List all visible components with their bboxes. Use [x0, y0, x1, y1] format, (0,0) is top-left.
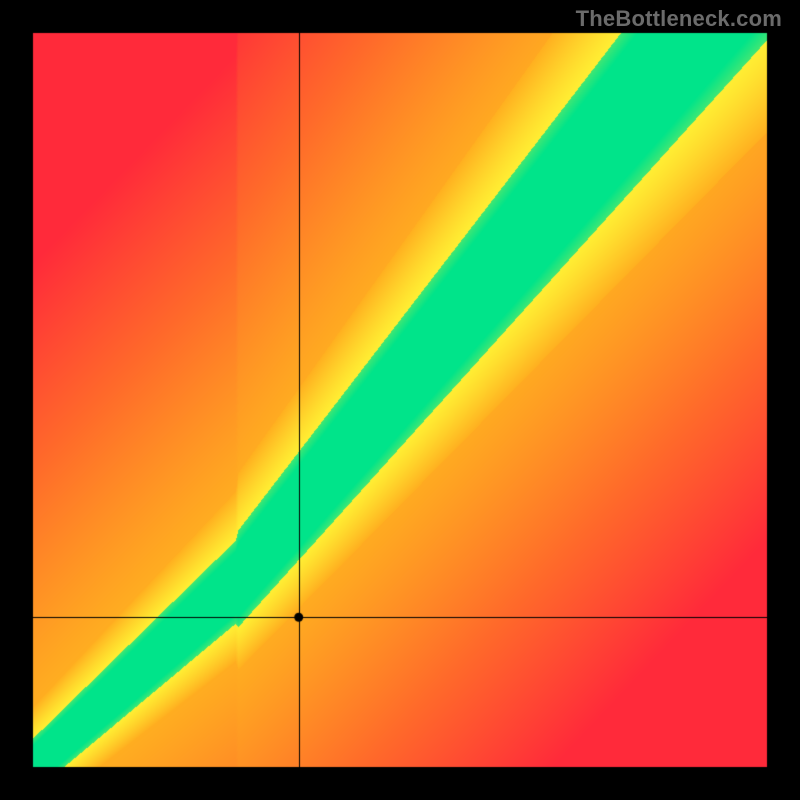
chart-container: TheBottleneck.com [0, 0, 800, 800]
bottleneck-heatmap [0, 0, 800, 800]
watermark-text: TheBottleneck.com [576, 6, 782, 32]
